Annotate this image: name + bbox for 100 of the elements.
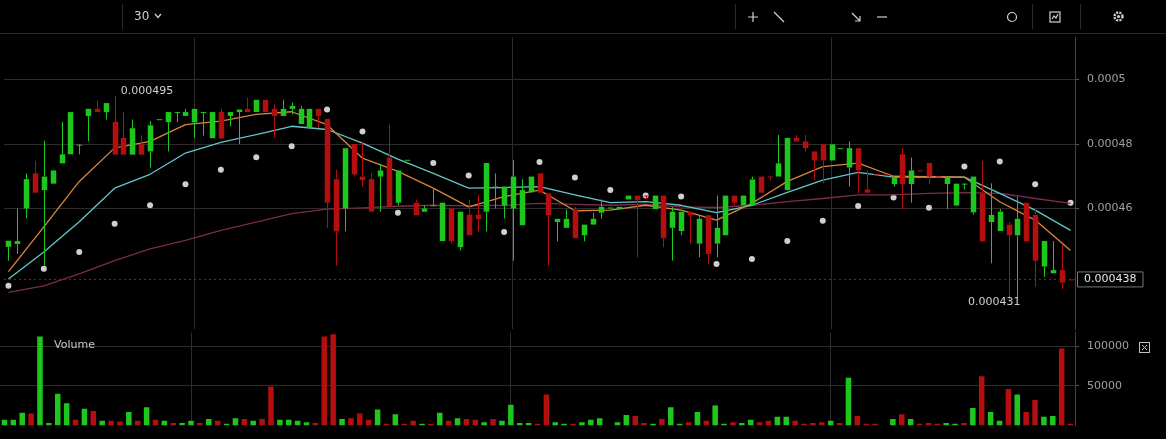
candlestick xyxy=(545,193,552,267)
candlestick xyxy=(271,103,278,139)
bar xyxy=(1050,415,1056,426)
point xyxy=(855,202,862,209)
point xyxy=(76,249,83,256)
bar xyxy=(659,419,665,426)
candlestick xyxy=(32,160,39,193)
bar xyxy=(792,420,798,426)
candlestick xyxy=(811,151,818,181)
candlestick xyxy=(182,108,189,116)
bar xyxy=(54,393,61,426)
candlestick xyxy=(200,111,207,137)
point xyxy=(288,143,295,150)
candlestick xyxy=(421,204,428,212)
bar xyxy=(641,423,647,426)
text: Volume xyxy=(53,337,96,353)
bar xyxy=(197,423,203,426)
bar xyxy=(321,336,328,426)
bar xyxy=(437,412,443,426)
candlestick xyxy=(979,160,986,242)
candlestick xyxy=(678,211,685,236)
bar xyxy=(357,413,363,426)
point xyxy=(748,256,755,263)
annotation: 0.000495 xyxy=(120,84,174,98)
bar xyxy=(232,418,239,426)
point xyxy=(5,282,12,289)
point xyxy=(784,238,791,245)
bar xyxy=(730,422,736,426)
candlestick xyxy=(598,198,605,220)
candlestick xyxy=(448,208,455,245)
bar xyxy=(19,412,25,426)
candlestick xyxy=(590,212,597,225)
candlestick xyxy=(669,206,676,262)
candlestick xyxy=(864,169,871,193)
point xyxy=(819,217,826,224)
bar xyxy=(810,423,816,426)
bar xyxy=(1014,394,1021,426)
candlestick xyxy=(1041,241,1048,278)
point xyxy=(465,172,472,179)
bar xyxy=(899,414,905,426)
candlestick xyxy=(23,172,30,219)
bar xyxy=(206,419,212,426)
bar xyxy=(481,422,487,426)
bar xyxy=(339,419,345,426)
point xyxy=(571,174,578,181)
point xyxy=(147,202,154,209)
bar xyxy=(46,423,52,426)
bar xyxy=(117,421,123,426)
candlestick xyxy=(103,103,110,120)
candlestick xyxy=(59,121,66,164)
bar xyxy=(961,423,967,426)
point xyxy=(324,106,331,113)
bar xyxy=(508,404,514,426)
bar xyxy=(126,411,132,426)
candlestick xyxy=(298,105,305,125)
y-tick-label: 0.00048 xyxy=(1087,136,1133,150)
point xyxy=(1032,181,1039,188)
bar xyxy=(188,420,194,426)
point xyxy=(359,128,366,135)
candlestick xyxy=(324,118,331,229)
annotation: 0.000431 xyxy=(968,294,1021,308)
candlestick xyxy=(519,178,526,226)
y-tick-label: 50000 xyxy=(1087,378,1122,392)
candlestick xyxy=(899,147,906,210)
candlestick xyxy=(315,108,322,129)
point xyxy=(253,154,260,161)
bar xyxy=(712,405,718,426)
point xyxy=(536,159,543,166)
candlestick xyxy=(174,111,181,123)
candlestick xyxy=(218,108,225,139)
candlestick xyxy=(846,140,853,188)
point xyxy=(925,204,932,211)
point xyxy=(217,166,224,173)
bar xyxy=(108,420,114,426)
bar xyxy=(1032,400,1038,426)
candlestick xyxy=(129,119,136,155)
bar xyxy=(170,423,176,426)
bar xyxy=(392,414,399,426)
candlestick xyxy=(696,214,703,258)
bar xyxy=(28,413,34,426)
bar xyxy=(268,386,274,426)
y-tick-label: 0.00046 xyxy=(1087,201,1133,215)
point xyxy=(961,163,968,170)
y-tick-label: 100000 xyxy=(1087,338,1129,352)
candlestick xyxy=(988,182,995,264)
candlestick xyxy=(926,163,933,185)
point xyxy=(182,181,189,188)
candlestick xyxy=(802,134,809,152)
candlestick xyxy=(333,169,340,267)
bar xyxy=(348,418,354,426)
point xyxy=(394,209,401,216)
bar xyxy=(978,376,985,426)
candlestick xyxy=(227,112,234,127)
bar xyxy=(890,419,896,426)
candlestick xyxy=(430,187,437,207)
bar xyxy=(845,377,852,426)
bar xyxy=(579,422,585,426)
candlestick xyxy=(165,112,172,152)
bar xyxy=(739,423,745,426)
bar xyxy=(277,419,283,426)
